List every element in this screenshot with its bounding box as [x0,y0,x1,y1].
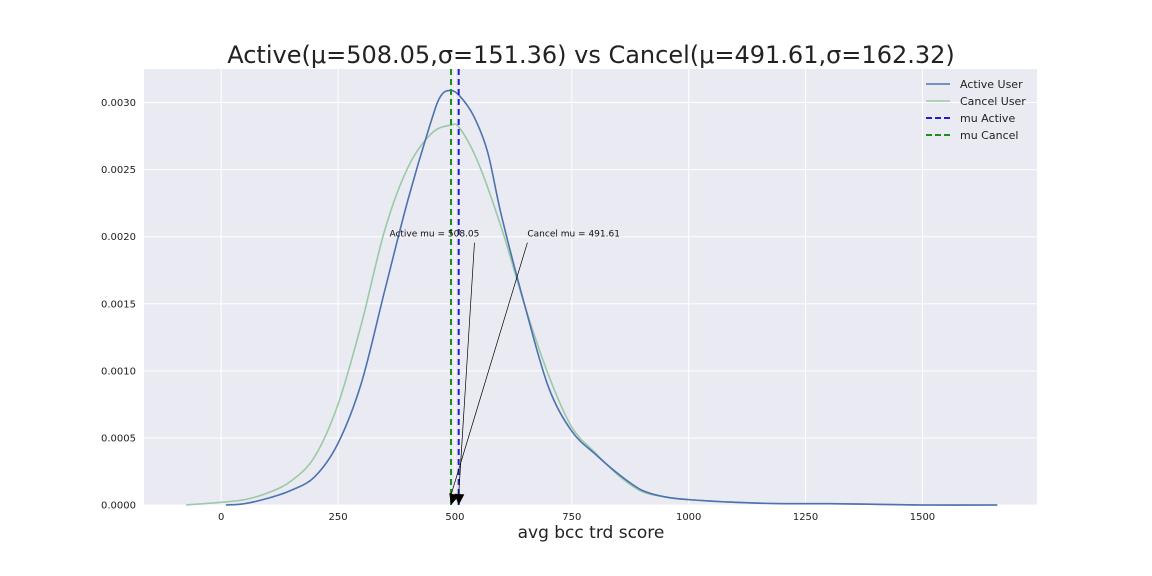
legend-label: mu Cancel [960,129,1018,142]
x-tick-label: 750 [562,512,581,523]
y-axis-ticks: 0.0000 0.0005 0.0010 0.0015 0.0020 0.0025 0.00… [101,98,136,511]
y-tick-label: 0.0015 [101,299,136,310]
plot-area [144,69,1037,505]
annotations: Active mu = 508.05 Cancel mu = 491.61 [389,230,620,505]
x-tick-label: 1250 [793,512,818,523]
x-axis-label: avg bcc trd score [518,523,665,543]
x-tick-label: 0 [218,512,224,523]
x-tick-label: 1000 [676,512,701,523]
series-layer [186,89,998,506]
legend-label: mu Active [960,112,1015,125]
y-tick-label: 0.0010 [101,366,136,377]
x-axis-ticks: 0 250 500 750 1000 1250 1500 [218,512,935,523]
series-line-active-user [225,89,998,506]
annotation-arrow-line [450,242,528,496]
grid-lines [144,69,1037,506]
x-tick-label: 250 [328,512,347,523]
legend-label: Active User [960,78,1023,91]
y-tick-label: 0.0030 [101,98,136,109]
mean-lines [449,69,460,505]
legend: Active User Cancel User mu Active mu Cancel [926,78,1026,142]
y-tick-label: 0.0000 [101,501,136,512]
x-tick-label: 1500 [910,512,935,523]
y-tick-label: 0.0025 [101,165,136,176]
annotation-text: Active mu = 508.05 [389,230,479,240]
y-tick-label: 0.0020 [101,232,136,243]
y-tick-label: 0.0005 [101,433,136,444]
annotation-text: Cancel mu = 491.61 [527,230,620,240]
legend-label: Cancel User [960,95,1026,108]
chart-title: Active(μ=508.05,σ=151.36) vs Cancel(μ=49… [227,41,955,69]
annotation-arrow-line [458,242,475,496]
annotation-arrow-head [449,493,459,505]
x-tick-label: 500 [445,512,464,523]
